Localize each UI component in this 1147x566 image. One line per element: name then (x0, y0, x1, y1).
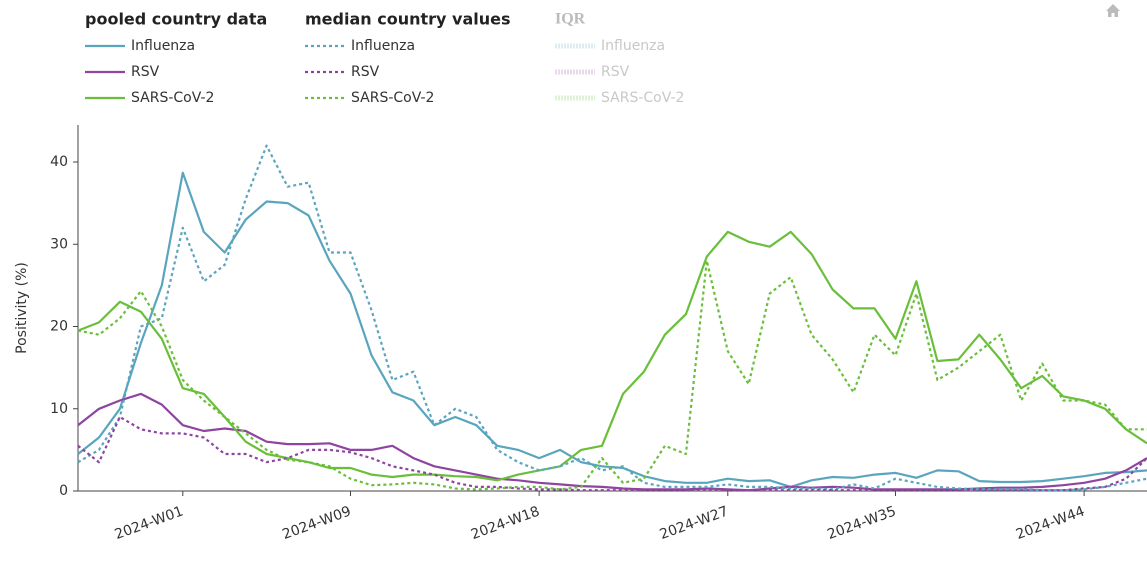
x-tick-label: 2024-W44 (1014, 503, 1087, 543)
series-line (77, 144, 1147, 492)
series-line (77, 415, 1147, 492)
home-icon[interactable] (1106, 4, 1120, 17)
legend-label: RSV (351, 64, 380, 80)
x-tick-label: 2024-W35 (825, 503, 898, 543)
legend-label: SARS-CoV-2 (131, 90, 214, 106)
series-line (77, 230, 1147, 482)
legend-label: Influenza (351, 38, 415, 54)
legend-group: median country values Influenza RSV SARS-Co… (305, 10, 511, 106)
series-line (77, 392, 1147, 492)
y-tick-label: 0 (59, 483, 68, 499)
x-tick-label: 2024-W01 (113, 503, 186, 543)
legend-group: pooled country data Influenza RSV SARS-CoV-… (85, 10, 267, 106)
y-axis-label: Positivity (%) (14, 262, 30, 354)
legend-label: SARS-CoV-2 (351, 90, 434, 106)
y-tick-label: 30 (50, 236, 68, 252)
legend-title: IQR (555, 11, 586, 28)
x-tick-label: 2024-W09 (280, 503, 353, 543)
legend-label: RSV (131, 64, 160, 80)
legend-label: Influenza (601, 38, 665, 54)
legend-label: Influenza (131, 38, 195, 54)
legend-title: median country values (305, 10, 511, 29)
y-tick-label: 10 (50, 401, 68, 417)
y-tick-label: 20 (50, 319, 68, 335)
series-line (77, 171, 1147, 488)
legend-title: pooled country data (85, 10, 267, 29)
legend-group: IQR Influenza RSV SARS-CoV-2 (555, 11, 684, 106)
x-tick-label: 2024-W18 (469, 503, 542, 543)
y-tick-label: 40 (50, 154, 68, 170)
legend-label: SARS-CoV-2 (601, 90, 684, 106)
x-tick-label: 2024-W27 (658, 503, 731, 543)
series-line (77, 259, 1147, 491)
home-glyph (1106, 4, 1120, 17)
legend-label: RSV (601, 64, 630, 80)
